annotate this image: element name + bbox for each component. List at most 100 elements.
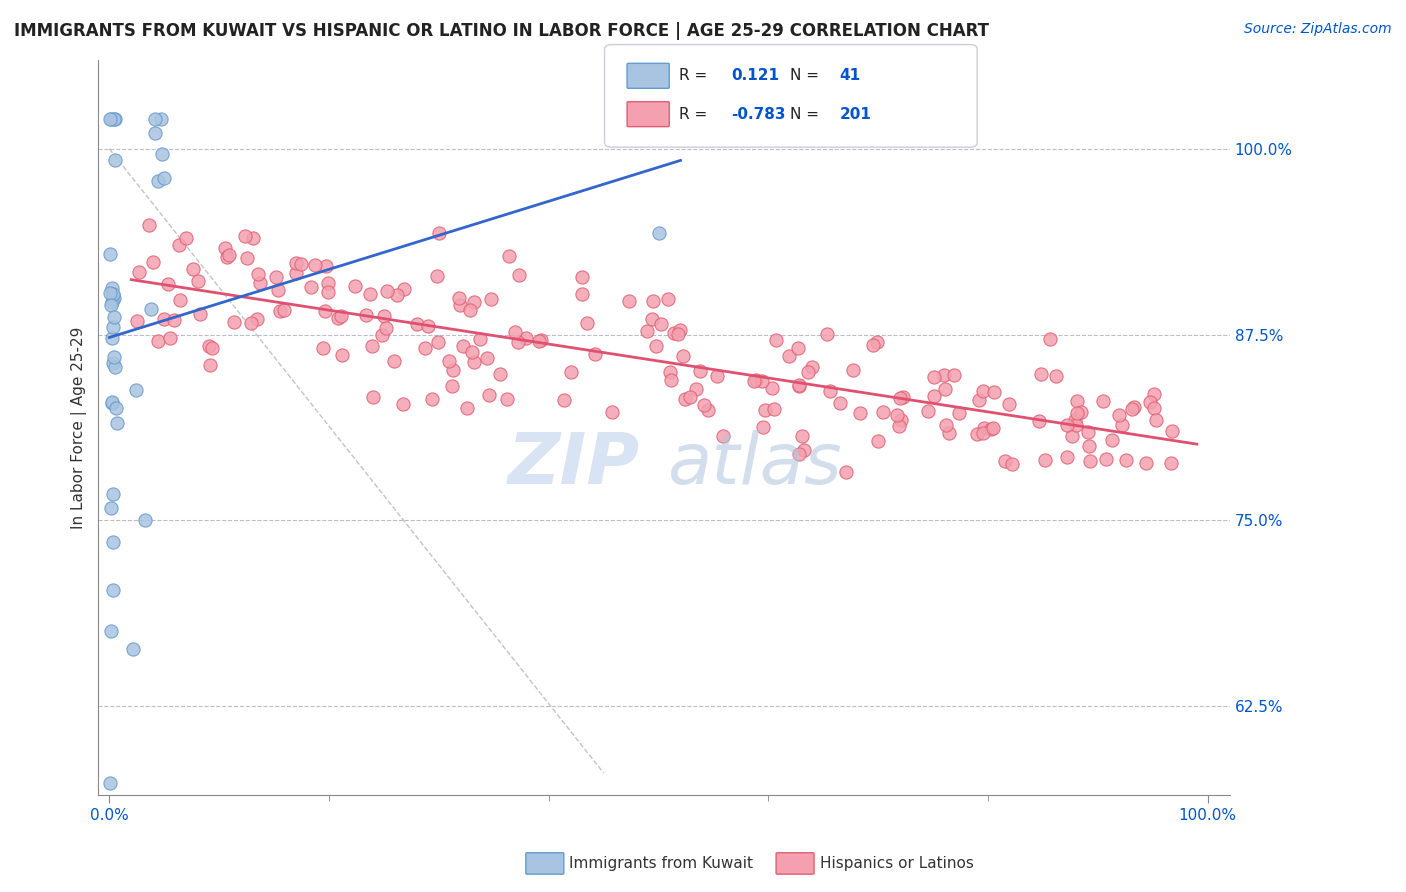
Point xyxy=(98,246,121,260)
Point xyxy=(657,292,679,306)
Point xyxy=(100,298,122,312)
Point xyxy=(1111,418,1133,433)
Text: atlas: atlas xyxy=(668,430,842,499)
Point xyxy=(267,283,290,297)
Point xyxy=(503,325,526,339)
Point xyxy=(1108,409,1130,423)
Point xyxy=(658,365,681,379)
Text: Source: ZipAtlas.com: Source: ZipAtlas.com xyxy=(1244,22,1392,37)
Point xyxy=(314,304,336,318)
Point xyxy=(330,348,353,362)
Point xyxy=(689,364,711,378)
Point xyxy=(1161,424,1184,438)
Point xyxy=(797,365,820,379)
Point xyxy=(266,269,288,284)
Point xyxy=(242,230,264,244)
Point xyxy=(239,316,262,330)
Point xyxy=(406,317,429,331)
Point xyxy=(138,218,160,232)
Point xyxy=(105,417,128,431)
Point xyxy=(441,379,464,393)
Point xyxy=(692,398,714,412)
Point xyxy=(818,384,841,398)
Point xyxy=(105,401,128,415)
Point xyxy=(461,344,484,359)
Point xyxy=(284,266,307,280)
Point xyxy=(392,282,415,296)
Point xyxy=(392,397,415,411)
Point xyxy=(463,355,485,369)
Point xyxy=(889,418,911,433)
Point xyxy=(167,238,190,252)
Point xyxy=(1078,440,1101,454)
Point xyxy=(441,363,464,377)
Text: 0.121: 0.121 xyxy=(731,69,779,83)
Point xyxy=(673,392,696,406)
Point xyxy=(789,447,811,461)
Point xyxy=(214,241,236,255)
Point xyxy=(711,429,734,443)
Point xyxy=(181,262,204,277)
Point xyxy=(146,334,169,348)
Point xyxy=(150,146,173,161)
Point xyxy=(1001,457,1024,471)
Point xyxy=(488,367,510,381)
Point xyxy=(1066,406,1088,420)
Point xyxy=(1143,401,1166,415)
Point xyxy=(371,328,394,343)
Point xyxy=(437,354,460,368)
Point xyxy=(224,315,246,329)
Point xyxy=(849,406,872,420)
Point xyxy=(315,259,337,273)
Text: R =: R = xyxy=(679,69,707,83)
Point xyxy=(496,392,519,407)
Point xyxy=(1115,453,1137,467)
Point xyxy=(470,332,492,346)
Point xyxy=(619,293,641,308)
Point xyxy=(994,454,1017,468)
Point xyxy=(103,310,125,325)
Point xyxy=(1064,417,1087,432)
Point xyxy=(1056,450,1078,464)
Point xyxy=(1070,405,1092,419)
Point xyxy=(744,375,766,389)
Point xyxy=(966,427,988,442)
Point xyxy=(835,465,858,479)
Point xyxy=(1077,425,1099,439)
Point xyxy=(169,293,191,307)
Point xyxy=(1033,453,1056,467)
Point xyxy=(134,513,156,527)
Text: Hispanics or Latinos: Hispanics or Latinos xyxy=(820,856,973,871)
Point xyxy=(290,257,312,271)
Point xyxy=(1092,394,1115,409)
Point xyxy=(815,326,838,341)
Point xyxy=(679,390,702,404)
Point xyxy=(1062,429,1084,443)
Point xyxy=(866,334,889,349)
Point xyxy=(100,624,122,639)
Point xyxy=(1101,433,1123,447)
Point xyxy=(101,281,124,295)
Point xyxy=(641,311,664,326)
Point xyxy=(458,302,481,317)
Point xyxy=(316,277,339,291)
Point xyxy=(1056,418,1078,433)
Point xyxy=(98,776,121,790)
Point xyxy=(506,334,529,349)
Point xyxy=(1078,454,1101,468)
Point xyxy=(416,318,439,333)
Point xyxy=(478,387,501,401)
Point xyxy=(527,334,550,349)
Point xyxy=(600,405,623,419)
Point xyxy=(828,396,851,410)
Point xyxy=(890,412,912,426)
Point xyxy=(329,309,352,323)
Point xyxy=(103,112,125,126)
Point xyxy=(842,362,865,376)
Point xyxy=(530,334,553,348)
Point xyxy=(787,341,810,355)
Point xyxy=(122,642,145,657)
Point xyxy=(101,295,124,310)
Point xyxy=(103,351,125,365)
Point xyxy=(886,408,908,422)
